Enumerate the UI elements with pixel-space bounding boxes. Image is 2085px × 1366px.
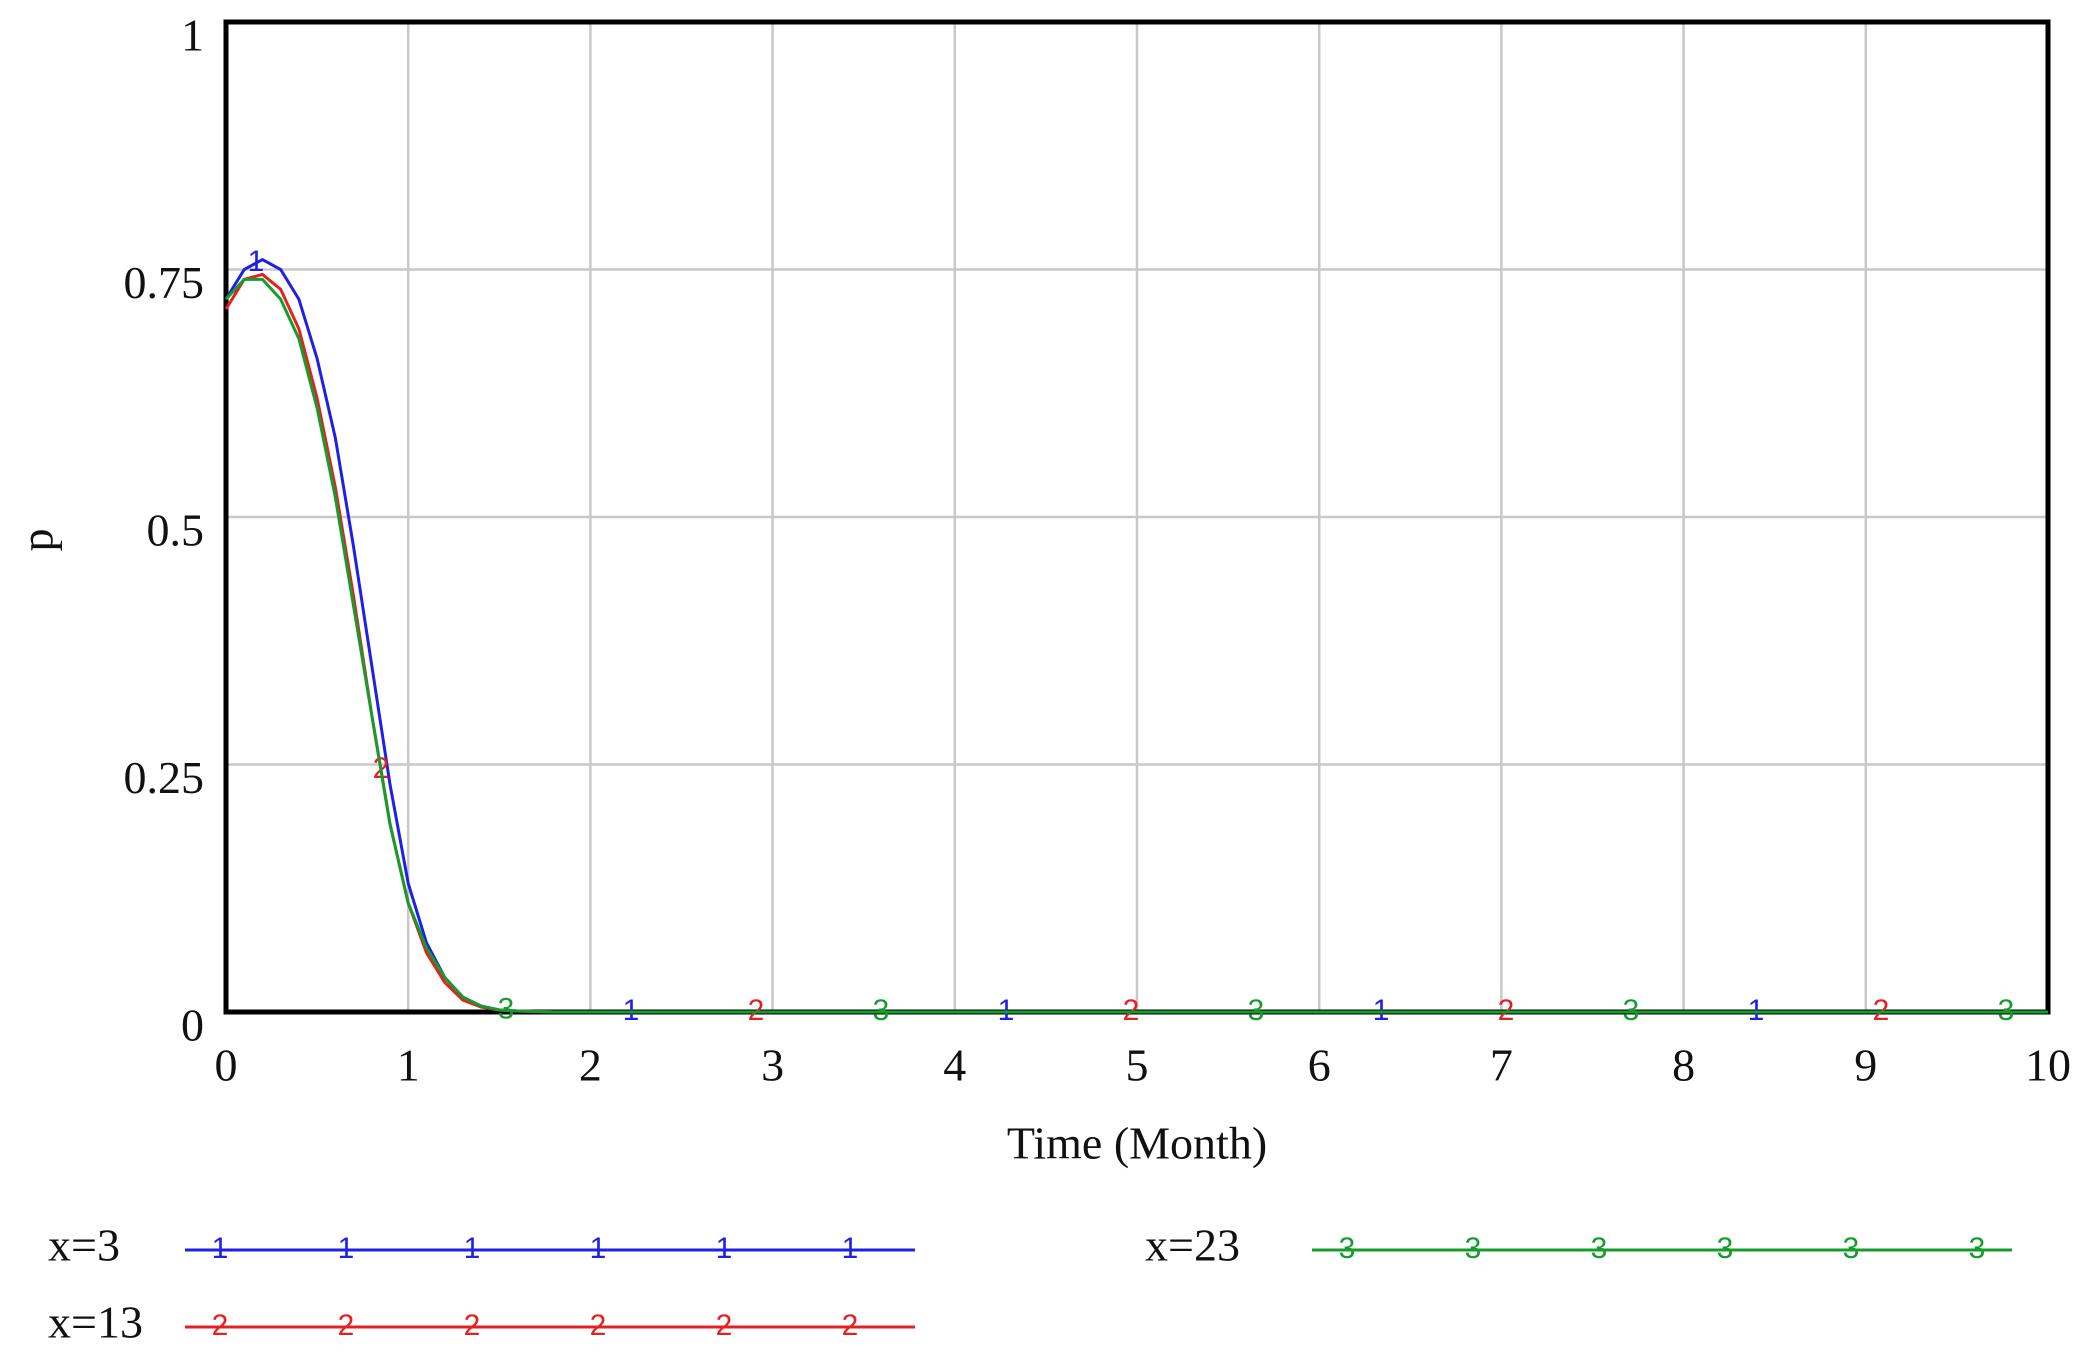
x-tick-label: 1 [397,1040,420,1091]
legend-marker: 1 [716,1232,733,1265]
y-tick-label: 0 [181,1000,204,1051]
legend-label: x=23 [1145,1220,1240,1271]
x-tick-label: 3 [761,1040,784,1091]
series-marker: 2 [1123,994,1140,1027]
x-tick-label: 0 [215,1040,238,1091]
series-marker: 1 [248,245,265,278]
x-tick-label: 4 [943,1040,966,1091]
legend-marker: 3 [1591,1232,1608,1265]
series-marker: 1 [998,994,1015,1027]
legend-marker: 1 [464,1232,481,1265]
legend-marker: 3 [1717,1232,1734,1265]
x-tick-label: 6 [1308,1040,1331,1091]
legend-marker: 1 [212,1232,229,1265]
series-marker: 1 [1373,994,1390,1027]
legend-marker: 3 [1339,1232,1356,1265]
x-tick-label: 2 [579,1040,602,1091]
series-marker: 2 [1873,994,1890,1027]
y-tick-label: 0.25 [124,752,205,803]
legend-marker: 1 [338,1232,355,1265]
x-axis-label: Time (Month) [1007,1118,1267,1169]
x-tick-label: 5 [1126,1040,1149,1091]
legend-marker: 1 [842,1232,859,1265]
legend-marker: 3 [1465,1232,1482,1265]
series-marker: 1 [623,994,640,1027]
y-tick-label: 1 [181,10,204,61]
legend-marker: 1 [590,1232,607,1265]
y-tick-label: 0.75 [124,257,205,308]
series-line [224,277,2048,1014]
x-tick-label: 7 [1490,1040,1513,1091]
y-tick-label: 0.5 [147,505,205,556]
legend-marker: 2 [212,1309,229,1342]
x-tick-label: 10 [2025,1040,2071,1091]
legend-marker: 2 [716,1309,733,1342]
series-marker: 3 [1248,994,1265,1027]
x-tick-label: 8 [1672,1040,1695,1091]
legend-marker: 2 [464,1309,481,1342]
series-marker: 2 [1498,994,1515,1027]
legend-label: x=3 [48,1220,120,1271]
legend-marker: 3 [1969,1232,1986,1265]
series-marker: 2 [748,994,765,1027]
series-marker: 3 [498,992,515,1025]
series-marker: 3 [873,994,890,1027]
legend-marker: 3 [1843,1232,1860,1265]
legend-marker: 2 [338,1309,355,1342]
x-tick-label: 9 [1854,1040,1877,1091]
legend-marker: 2 [590,1309,607,1342]
legend-marker: 2 [842,1309,859,1342]
legend-label: x=13 [48,1297,143,1348]
y-axis-label: p [12,529,63,552]
series-marker: 3 [1623,994,1640,1027]
series-marker: 3 [1998,994,2015,1027]
series-marker: 1 [1748,994,1765,1027]
